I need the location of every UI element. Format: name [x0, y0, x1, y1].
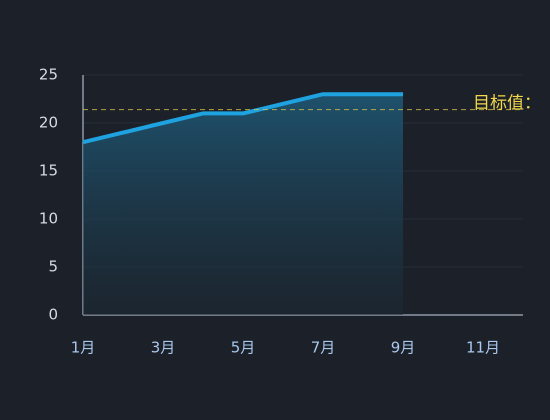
y-tick-label: 0 — [48, 306, 58, 324]
line — [82, 92, 403, 145]
x-tick-label: 1月 — [71, 339, 96, 357]
target-label: 目标值： — [473, 94, 541, 114]
area — [83, 94, 403, 315]
x-tick-label: 11月 — [466, 339, 500, 357]
y-tick-label: 5 — [48, 258, 58, 276]
x-tick-label: 3月 — [151, 339, 176, 357]
x-tick-label: 5月 — [231, 339, 256, 357]
y-tick-label: 20 — [39, 114, 58, 132]
x-tick-label: 9月 — [391, 339, 416, 357]
x-tick-label: 7月 — [311, 339, 336, 357]
y-tick-label: 10 — [39, 210, 58, 228]
y-tick-label: 25 — [39, 66, 58, 84]
y-tick-label: 15 — [39, 162, 58, 180]
